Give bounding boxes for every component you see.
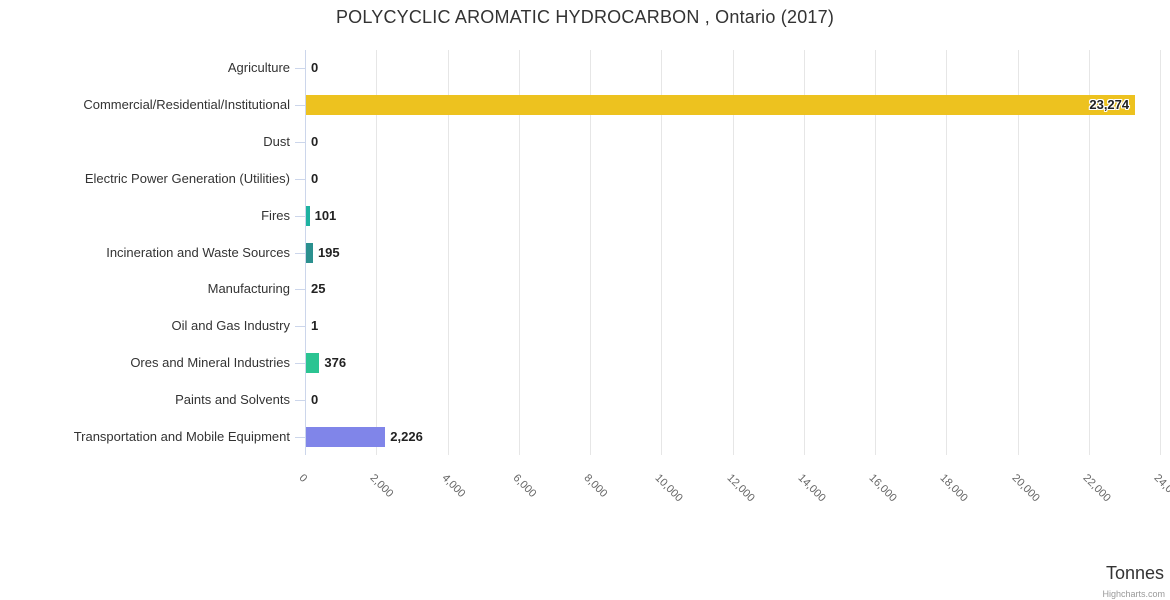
category-label: Oil and Gas Industry: [171, 318, 291, 333]
category-label: Dust: [263, 134, 290, 149]
x-tick-label: 20,000: [1009, 472, 1042, 505]
value-label: 195: [317, 245, 340, 260]
gridline: [661, 50, 663, 455]
chart-bar[interactable]: [306, 95, 1136, 115]
gridline: [376, 50, 378, 455]
x-tick-label: 2,000: [367, 472, 396, 500]
highcharts-credit-link[interactable]: Highcharts.com: [1102, 589, 1165, 599]
x-tick-label: 10,000: [652, 472, 686, 505]
chart-title: POLYCYCLIC AROMATIC HYDROCARBON , Ontari…: [335, 7, 835, 27]
category-label: Ores and Mineral Industries: [130, 355, 290, 370]
value-label: 376: [324, 355, 347, 370]
gridline: [518, 50, 520, 455]
value-label: 25: [311, 281, 326, 296]
category-tick: [295, 105, 305, 106]
category-tick: [295, 216, 305, 217]
x-tick-label: 18,000: [937, 472, 971, 505]
value-label: 0: [311, 171, 319, 186]
gridline: [1088, 50, 1090, 455]
category-tick: [295, 142, 305, 143]
value-label: 2,226: [390, 429, 423, 444]
chart-bar[interactable]: [306, 206, 310, 226]
category-label: Agriculture: [227, 60, 290, 75]
chart-bar[interactable]: [306, 427, 386, 447]
category-label: Paints and Solvents: [175, 392, 290, 407]
x-axis-title: Tonnes: [1105, 563, 1164, 583]
category-tick: [295, 289, 305, 290]
chart-bar[interactable]: [306, 243, 313, 263]
x-tick-label: 22,000: [1080, 472, 1113, 505]
category-label: Commercial/Residential/Institutional: [83, 97, 290, 112]
category-tick: [295, 437, 305, 438]
gridline: [875, 50, 876, 455]
value-label: 0: [311, 60, 319, 75]
value-label: 101: [314, 208, 337, 223]
value-label: 1: [311, 318, 319, 333]
value-label: 0: [311, 392, 319, 407]
gridline: [447, 50, 449, 455]
category-label: Transportation and Mobile Equipment: [73, 429, 290, 444]
x-tick-label: 0: [296, 472, 310, 485]
category-label: Electric Power Generation (Utilities): [84, 171, 290, 186]
x-tick-label: 24,000: [1151, 472, 1170, 505]
value-label: 23,274: [1089, 97, 1130, 112]
y-axis-line: [305, 50, 306, 455]
value-label: 0: [311, 134, 319, 149]
gridline: [590, 50, 591, 455]
category-tick: [295, 363, 305, 364]
gridline: [946, 50, 948, 455]
gridline: [803, 50, 805, 455]
chart-bar[interactable]: [306, 353, 320, 373]
category-tick: [295, 179, 305, 180]
x-tick-label: 8,000: [581, 472, 610, 500]
category-label: Fires: [261, 208, 290, 223]
x-tick-label: 14,000: [795, 472, 828, 505]
x-tick-label: 4,000: [439, 472, 467, 500]
x-tick-label: 16,000: [866, 472, 899, 505]
category-tick: [295, 68, 305, 69]
category-tick: [295, 253, 305, 254]
x-tick-label: 6,000: [510, 472, 539, 500]
gridline: [1160, 50, 1161, 455]
category-label: Incineration and Waste Sources: [106, 245, 290, 260]
category-tick: [295, 400, 305, 401]
gridline: [1017, 50, 1019, 455]
gridline: [732, 50, 734, 455]
category-tick: [295, 326, 305, 327]
category-label: Manufacturing: [207, 281, 290, 296]
x-tick-label: 12,000: [724, 472, 757, 505]
